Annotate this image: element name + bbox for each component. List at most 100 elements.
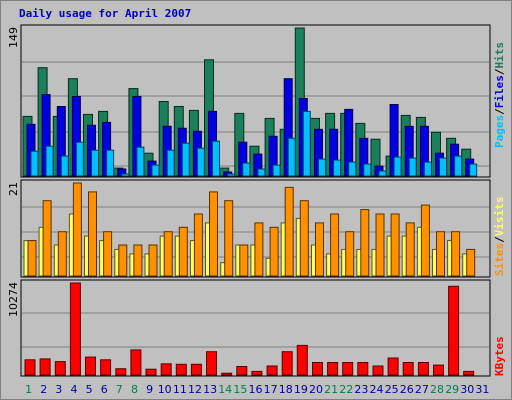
bar-sites-day-30	[466, 248, 476, 277]
bar-kbytes-day-15	[236, 366, 248, 376]
bar-kbytes-day-6	[100, 359, 112, 376]
bar-sites-day-7	[118, 244, 128, 277]
x-tick-label-26: 26	[400, 383, 414, 396]
bar-sites-day-13	[209, 191, 218, 277]
x-tick-label-21: 21	[324, 383, 338, 396]
bar-kbytes-day-7	[115, 368, 127, 376]
legend-bottom-part: KBytes	[493, 336, 506, 376]
bar-sites-day-16	[254, 222, 264, 277]
bar-kbytes-day-28	[433, 364, 444, 376]
legend-top-part: /	[493, 68, 506, 75]
bar-sites-day-29	[451, 231, 461, 277]
bar-pages-day-22	[348, 161, 357, 177]
bar-sites-day-5	[88, 191, 97, 277]
x-tick-label-16: 16	[249, 383, 263, 396]
x-tick-label-29: 29	[445, 383, 459, 396]
bar-kbytes-day-10	[160, 363, 172, 376]
bar-pages-day-16	[257, 168, 266, 177]
x-tick-label-27: 27	[415, 383, 429, 396]
legend-middle: Sites/Visits	[493, 197, 506, 277]
bar-sites-day-2	[42, 200, 52, 277]
bar-kbytes-day-12	[190, 363, 202, 376]
bar-sites-day-4	[72, 182, 82, 277]
x-tick-label-14: 14	[218, 383, 232, 396]
legend-middle-part: Sites	[493, 243, 506, 276]
x-tick-label-19: 19	[294, 383, 308, 396]
x-tick-label-17: 17	[264, 383, 278, 396]
bar-pages-day-28	[439, 157, 447, 177]
bar-pages-day-23	[363, 163, 372, 177]
x-tick-label-10: 10	[158, 383, 172, 396]
bar-kbytes-day-18	[281, 351, 293, 376]
x-tick-label-31: 31	[475, 383, 489, 396]
bar-sites-day-11	[178, 226, 188, 277]
bar-kbytes-day-9	[145, 368, 157, 376]
bar-sites-day-12	[193, 213, 203, 277]
bar-kbytes-day-2	[39, 358, 51, 376]
legend-middle-part: /	[493, 236, 506, 243]
bar-pages-day-6	[106, 149, 115, 177]
x-tick-label-12: 12	[188, 383, 202, 396]
x-tick-label-30: 30	[460, 383, 474, 396]
x-tick-label-25: 25	[385, 383, 399, 396]
legend-top: Pages/Files/Hits	[493, 42, 506, 148]
bar-pages-day-26	[408, 157, 417, 177]
bar-pages-day-5	[91, 149, 99, 177]
bar-sites-day-22	[345, 231, 355, 277]
bar-pages-day-13	[212, 140, 220, 177]
x-tick-label-5: 5	[86, 383, 93, 396]
bar-kbytes-day-21	[327, 362, 339, 376]
x-tick-label-15: 15	[233, 383, 247, 396]
bar-kbytes-day-5	[85, 356, 96, 376]
bar-sites-day-27	[420, 204, 430, 277]
bar-sites-day-23	[360, 209, 370, 277]
bar-kbytes-day-16	[251, 370, 263, 376]
bar-kbytes-day-8	[130, 349, 142, 376]
bar-kbytes-day-22	[342, 362, 354, 376]
bar-sites-day-18	[284, 186, 294, 277]
bar-kbytes-day-3	[54, 361, 66, 376]
bar-pages-day-27	[423, 161, 432, 177]
x-tick-label-6: 6	[101, 383, 108, 396]
x-tick-label-1: 1	[25, 383, 32, 396]
bar-pages-day-30	[469, 163, 478, 177]
bar-pages-day-3	[60, 155, 69, 177]
bar-pages-day-12	[196, 147, 205, 177]
bar-sites-day-15	[239, 244, 249, 277]
bar-pages-day-10	[166, 149, 175, 177]
y-max-label-max-top: 149	[7, 27, 20, 48]
x-tick-label-20: 20	[309, 383, 323, 396]
bar-pages-day-4	[75, 141, 84, 177]
bar-pages-day-1	[30, 150, 39, 177]
bar-pages-day-14	[227, 173, 236, 177]
legend-bottom: KBytes	[493, 336, 506, 376]
bar-pages-day-25	[393, 156, 402, 177]
chart-title: Daily usage for April 2007	[19, 7, 192, 20]
bar-sites-day-25	[390, 213, 400, 277]
bar-pages-day-21	[333, 159, 342, 177]
bar-pages-day-29	[454, 155, 463, 177]
bar-kbytes-day-23	[357, 362, 369, 376]
bar-pages-day-7	[121, 173, 130, 177]
bar-sites-day-28	[436, 231, 445, 277]
bar-sites-day-3	[57, 231, 67, 277]
x-tick-label-4: 4	[71, 383, 78, 396]
x-tick-label-24: 24	[370, 383, 384, 396]
bar-kbytes-day-1	[24, 359, 36, 376]
bar-sites-day-17	[269, 226, 279, 277]
bar-sites-day-8	[133, 244, 143, 277]
x-tick-label-13: 13	[203, 383, 217, 396]
x-tick-label-2: 2	[40, 383, 47, 396]
bar-sites-day-10	[163, 231, 173, 277]
y-max-label-max-bottom: 10274	[7, 282, 20, 317]
bar-kbytes-day-24	[372, 365, 384, 376]
bar-kbytes-day-26	[402, 362, 414, 376]
legend-top-part: Pages	[493, 115, 506, 148]
bar-sites-day-19	[299, 200, 309, 277]
bar-kbytes-day-4	[69, 282, 81, 376]
bar-kbytes-day-29	[448, 285, 460, 376]
bar-kbytes-day-14	[221, 372, 233, 376]
legend-middle-part: Visits	[493, 197, 506, 237]
bar-pages-day-9	[151, 164, 160, 177]
bar-pages-day-8	[136, 146, 145, 177]
